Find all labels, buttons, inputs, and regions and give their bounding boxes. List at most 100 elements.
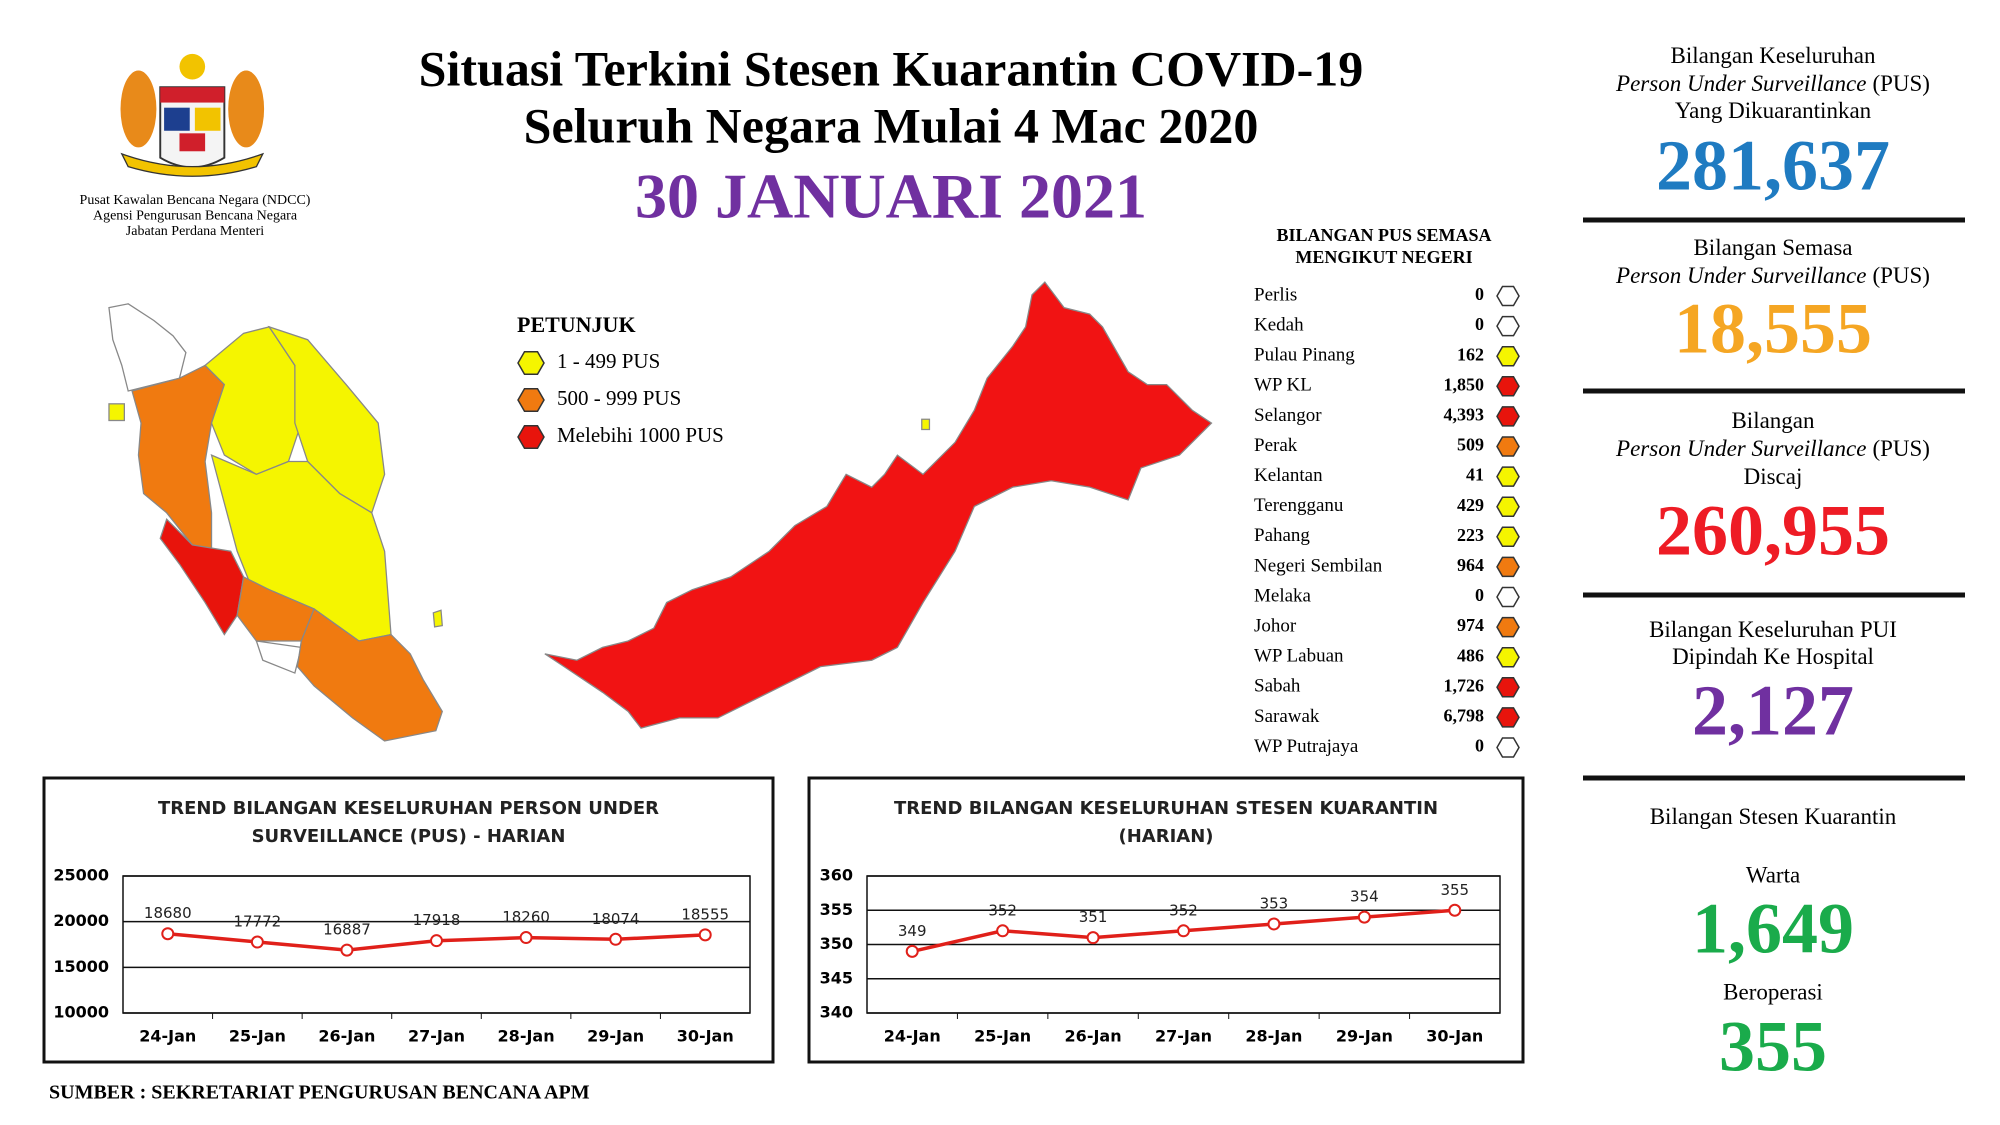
- state-marker: [1496, 586, 1520, 608]
- data-point: [609, 932, 623, 946]
- data-label: 18555: [681, 905, 729, 923]
- logo: [120, 53, 265, 177]
- state-name: Perlis: [1254, 284, 1297, 305]
- data-point: [340, 943, 354, 957]
- data-point: [1086, 931, 1100, 945]
- x-tick-label: 24-Jan: [884, 1027, 941, 1046]
- plot-frame: [866, 875, 1501, 1014]
- state-value: 6,798: [1444, 706, 1485, 726]
- state-name: Melaka: [1254, 585, 1312, 606]
- state-value: 223: [1457, 525, 1484, 545]
- state-name: WP KL: [1254, 375, 1312, 396]
- state-value: 41: [1466, 465, 1484, 485]
- chart-title: SURVEILLANCE (PUS) - HARIAN: [252, 826, 566, 847]
- state-value: 162: [1457, 344, 1484, 364]
- x-tick-label: 27-Jan: [1155, 1027, 1212, 1046]
- chart-title: TREND BILANGAN KESELURUHAN PERSON UNDER: [158, 798, 659, 819]
- stat-label-text: Yang Dikuarantinkan: [1675, 98, 1872, 123]
- stat-label: Person Under Surveillance (PUS): [1615, 436, 1930, 461]
- stat-sub-label: Beroperasi: [1723, 979, 1823, 1004]
- state-marker: [1496, 496, 1520, 517]
- data-point: [1267, 917, 1281, 931]
- chart-frame: [42, 776, 775, 1064]
- state-marker: [1496, 285, 1520, 307]
- y-tick-label: 350: [820, 934, 853, 953]
- x-tick-label: 29-Jan: [587, 1027, 644, 1046]
- state-name: Selangor: [1254, 405, 1322, 426]
- state-name: Perak: [1254, 435, 1298, 456]
- title: Situasi Terkini Stesen Kuarantin COVID-1…: [419, 40, 1364, 96]
- data-label: 352: [988, 901, 1017, 919]
- stat-label: Person Under Surveillance (PUS): [1615, 263, 1930, 288]
- date: 30 JANUARI 2021: [635, 161, 1147, 232]
- state-value: 1,726: [1444, 675, 1485, 695]
- data-label: 17772: [233, 913, 281, 931]
- y-tick-label: 340: [820, 1003, 853, 1022]
- x-tick-label: 25-Jan: [974, 1027, 1031, 1046]
- stat-label-text: Discaj: [1744, 464, 1803, 489]
- state-marker: [1496, 646, 1520, 668]
- data-label: 349: [898, 922, 927, 940]
- x-tick-label: 26-Jan: [318, 1027, 375, 1046]
- state-name: Negeri Sembilan: [1254, 555, 1383, 576]
- stat-value: 260,955: [1656, 491, 1890, 571]
- stat-value: 18,555: [1674, 289, 1872, 369]
- legend-swatch: [517, 350, 545, 376]
- chart-frame: [807, 776, 1525, 1064]
- state-name: Pahang: [1254, 525, 1310, 546]
- stat-label: Bilangan Semasa: [1693, 235, 1852, 260]
- state-value: 964: [1457, 555, 1484, 575]
- stat-label: Yang Dikuarantinkan: [1675, 98, 1872, 123]
- stat-label-text: (PUS): [1872, 436, 1930, 461]
- state-value: 0: [1475, 585, 1484, 605]
- state-marker: [1496, 406, 1520, 427]
- y-tick-label: 345: [820, 968, 853, 987]
- agency: Jabatan Perdana Menteri: [126, 224, 264, 239]
- x-tick-label: 27-Jan: [408, 1027, 465, 1046]
- legend-title: PETUNJUK: [517, 312, 636, 337]
- stat-label-italic: Person Under Surveillance: [1615, 436, 1866, 461]
- stat-label: Bilangan Stesen Kuarantin: [1650, 804, 1897, 829]
- state-marker: [1496, 556, 1520, 578]
- legend-label: 500 - 999 PUS: [557, 386, 681, 410]
- state-marker: [1496, 315, 1520, 337]
- state-marker: [1496, 526, 1520, 548]
- state-value: 1,850: [1444, 374, 1485, 394]
- state-marker: [1496, 436, 1520, 457]
- y-tick-label: 355: [820, 900, 853, 919]
- stat-label-text: Bilangan Keseluruhan: [1670, 43, 1876, 68]
- x-tick-label: 30-Jan: [677, 1027, 734, 1046]
- data-label: 355: [1440, 881, 1469, 899]
- state-marker: [1496, 376, 1520, 397]
- state-value: 4,393: [1444, 405, 1485, 425]
- x-tick-label: 28-Jan: [1245, 1027, 1302, 1046]
- state-name: Terengganu: [1254, 495, 1344, 516]
- stat-label: Discaj: [1744, 464, 1803, 489]
- data-point: [698, 928, 712, 942]
- data-point: [519, 931, 533, 945]
- data-point: [430, 934, 443, 948]
- state-value: 429: [1457, 495, 1484, 515]
- state-marker: [1496, 677, 1520, 698]
- map: [108, 281, 1213, 742]
- stat-label-italic: Person Under Surveillance: [1615, 71, 1866, 96]
- x-tick-label: 26-Jan: [1065, 1027, 1122, 1046]
- data-label: 18680: [144, 904, 192, 922]
- x-tick-label: 24-Jan: [139, 1027, 196, 1046]
- state-name: Johor: [1254, 615, 1297, 636]
- data-point: [250, 935, 264, 949]
- data-label: 353: [1260, 894, 1289, 912]
- data-label: 352: [1169, 901, 1198, 919]
- state-name: Kedah: [1254, 314, 1304, 335]
- state-marker: [1496, 466, 1520, 487]
- y-tick-label: 20000: [53, 911, 109, 930]
- chart-title: (HARIAN): [1118, 826, 1213, 847]
- data-point: [1177, 924, 1190, 938]
- legend-label: 1 - 499 PUS: [557, 349, 660, 373]
- state-value: 0: [1475, 736, 1484, 756]
- state-value: 509: [1457, 435, 1484, 455]
- stat-value: 281,637: [1656, 126, 1890, 206]
- state-name: Kelantan: [1254, 465, 1323, 486]
- agency: Agensi Pengurusan Bencana Negara: [93, 209, 298, 224]
